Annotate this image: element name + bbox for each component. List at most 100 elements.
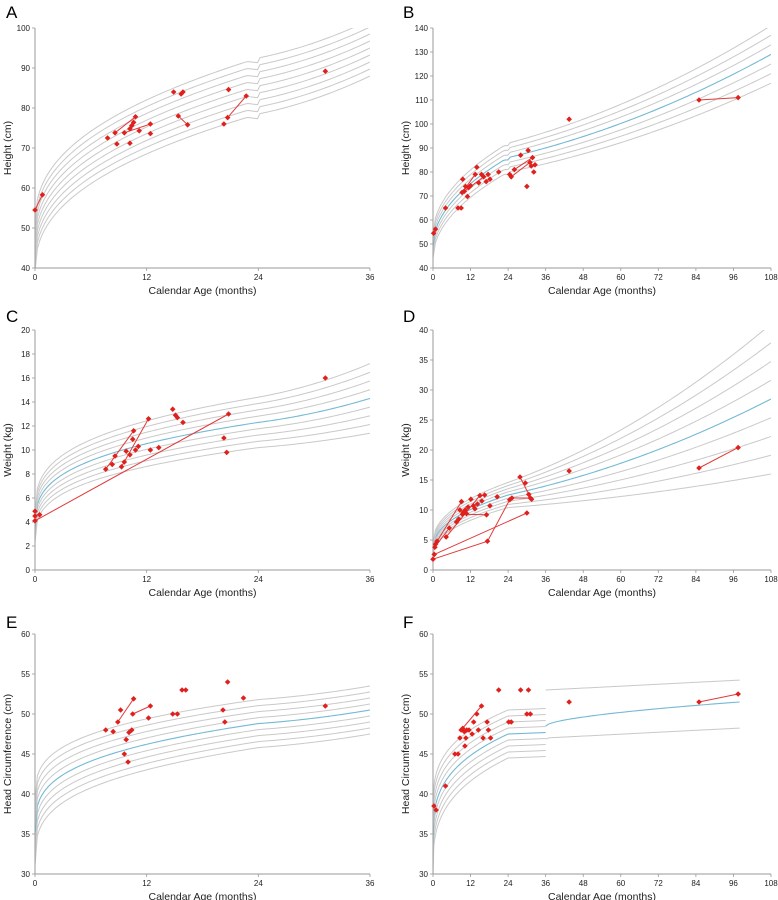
data-point [453, 519, 460, 525]
data-point [469, 731, 475, 737]
percentile-curve [433, 342, 771, 545]
y-tick-label: 100 [415, 120, 429, 129]
patient-trajectory-line [460, 705, 482, 731]
data-point [735, 444, 741, 451]
data-point [240, 695, 247, 701]
data-point [442, 205, 449, 211]
data-point [480, 174, 487, 180]
percentile-curve [35, 715, 370, 843]
data-point [39, 192, 46, 198]
x-tick-label: 96 [729, 273, 738, 282]
patient-trajectory-line [434, 512, 528, 555]
data-point [221, 121, 227, 127]
data-point [462, 183, 469, 190]
percentile-curve-extended [545, 727, 740, 740]
y-tick-label: 110 [415, 96, 428, 105]
data-point [322, 375, 329, 381]
y-tick-label: 50 [21, 224, 30, 233]
data-point [474, 501, 481, 507]
data-point [485, 171, 491, 178]
y-tick-label: 60 [21, 184, 30, 193]
data-point [527, 711, 534, 717]
patient-trajectory-line [105, 430, 135, 470]
data-point [522, 480, 529, 486]
x-tick-label: 72 [654, 879, 663, 888]
data-point [182, 687, 189, 693]
x-tick-label: 36 [541, 575, 550, 584]
percentile-curve [35, 33, 370, 237]
data-point [174, 414, 181, 421]
data-point [121, 459, 128, 465]
percentile-curve [35, 28, 370, 231]
data-point [434, 538, 440, 544]
percentile-curve [433, 708, 546, 811]
percentile-curve [433, 63, 771, 251]
data-point [112, 453, 118, 459]
data-point [430, 230, 437, 236]
y-tick-label: 10 [21, 446, 30, 455]
x-tick-label: 24 [504, 575, 513, 584]
percentile-curve [433, 28, 769, 235]
data-point [180, 419, 186, 426]
x-tick-label: 96 [729, 879, 738, 888]
data-point [128, 122, 135, 129]
patient-trajectory-line [698, 693, 739, 703]
data-point [132, 447, 139, 453]
y-tick-label: 0 [424, 566, 429, 575]
y-tick-label: 45 [419, 750, 428, 759]
x-tick-label: 0 [431, 273, 436, 282]
x-tick-label: 0 [33, 575, 38, 584]
percentile-curve [35, 685, 370, 803]
y-tick-label: 30 [419, 870, 428, 879]
y-tick-label: 4 [26, 518, 31, 527]
panel-letter: B [403, 3, 414, 22]
data-point [127, 452, 133, 458]
x-tick-label: 36 [366, 575, 375, 584]
chart-panel-f: F 30 35 40 45 50 55 60 0 12 24 36 48 60 72 84 96 108 Calen… [400, 613, 778, 900]
percentile-curve [35, 68, 370, 267]
y-tick-label: 0 [26, 566, 31, 575]
data-point [487, 735, 494, 741]
data-point [696, 465, 702, 471]
y-tick-label: 12 [21, 422, 30, 431]
percentile-curve [433, 726, 546, 835]
data-point [475, 727, 482, 733]
data-point [495, 169, 502, 175]
data-point [225, 86, 232, 93]
data-point [118, 464, 125, 470]
data-point [458, 498, 465, 505]
data-point [495, 687, 502, 693]
y-tick-label: 50 [21, 710, 30, 719]
data-point [446, 525, 453, 531]
data-point [472, 506, 478, 512]
data-point [32, 518, 38, 524]
data-point [430, 556, 436, 562]
chart-panel-e: E 30 35 40 45 50 55 60 0 12 24 36 Calendar Age (mont… [2, 613, 375, 900]
data-point [478, 703, 485, 709]
x-tick-label: 0 [431, 575, 436, 584]
y-tick-label: 10 [419, 506, 428, 515]
patient-trajectory-line [132, 705, 151, 715]
data-point [243, 93, 250, 99]
x-tick-label: 12 [142, 879, 151, 888]
data-point [458, 727, 464, 733]
data-point [530, 169, 537, 175]
data-point [112, 130, 118, 136]
panel-letter: C [6, 307, 18, 326]
x-tick-label: 84 [691, 273, 700, 282]
percentile-curve [433, 34, 771, 239]
data-point [461, 188, 468, 194]
x-tick-label: 12 [466, 273, 475, 282]
y-tick-label: 80 [21, 104, 30, 113]
data-point [464, 193, 471, 200]
data-point [104, 135, 111, 141]
y-axis-title: Weight (kg) [400, 423, 412, 477]
patient-trajectory-line [227, 95, 247, 118]
percentile-curve-extended [545, 679, 740, 691]
data-point [477, 492, 483, 499]
median-curve [433, 731, 546, 843]
data-point [509, 495, 515, 501]
y-tick-label: 55 [21, 670, 30, 679]
data-point [466, 727, 472, 733]
x-tick-label: 36 [366, 879, 375, 888]
